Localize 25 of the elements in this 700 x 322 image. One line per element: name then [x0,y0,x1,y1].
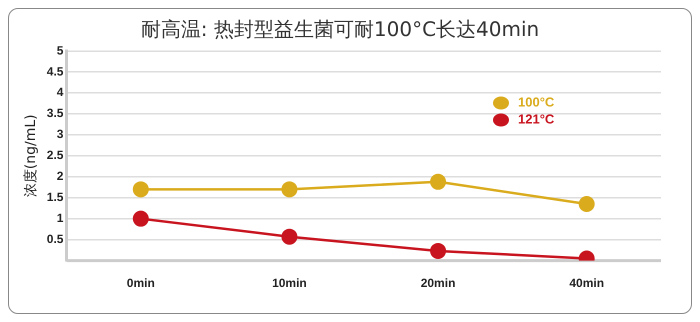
y-tick-label: 2 [56,169,64,184]
point [132,181,149,198]
point [430,174,446,190]
point [578,196,595,212]
point [132,210,149,227]
y-tick-label: 3.5 [46,106,64,120]
point [430,242,446,259]
legend-label: 100°C [518,94,555,110]
y-tick-label: 4 [56,85,64,100]
x-tick-label: 40min [569,276,604,290]
x-tick-label: 10min [272,276,307,290]
point [281,228,298,245]
y-tick-label: 0.5 [46,232,64,246]
y-tick-label: 1 [56,210,64,225]
legend-label: 121°C [518,112,555,127]
y-tick-label: 3 [56,127,64,142]
y-tick-label: 2.5 [46,148,64,162]
y-tick-label: 4.5 [46,64,64,78]
x-tick-label: 0min [126,276,155,290]
chart-title: 耐高温: 热封型益生菌可耐100°C长达40min [140,17,540,42]
y-tick-label: 1.5 [46,190,64,204]
x-tick-label: 20min [420,276,456,290]
y-tick-label: 5 [56,43,64,58]
point [281,181,298,198]
y-axis-title: 浓度(ng/mL) [23,114,40,198]
